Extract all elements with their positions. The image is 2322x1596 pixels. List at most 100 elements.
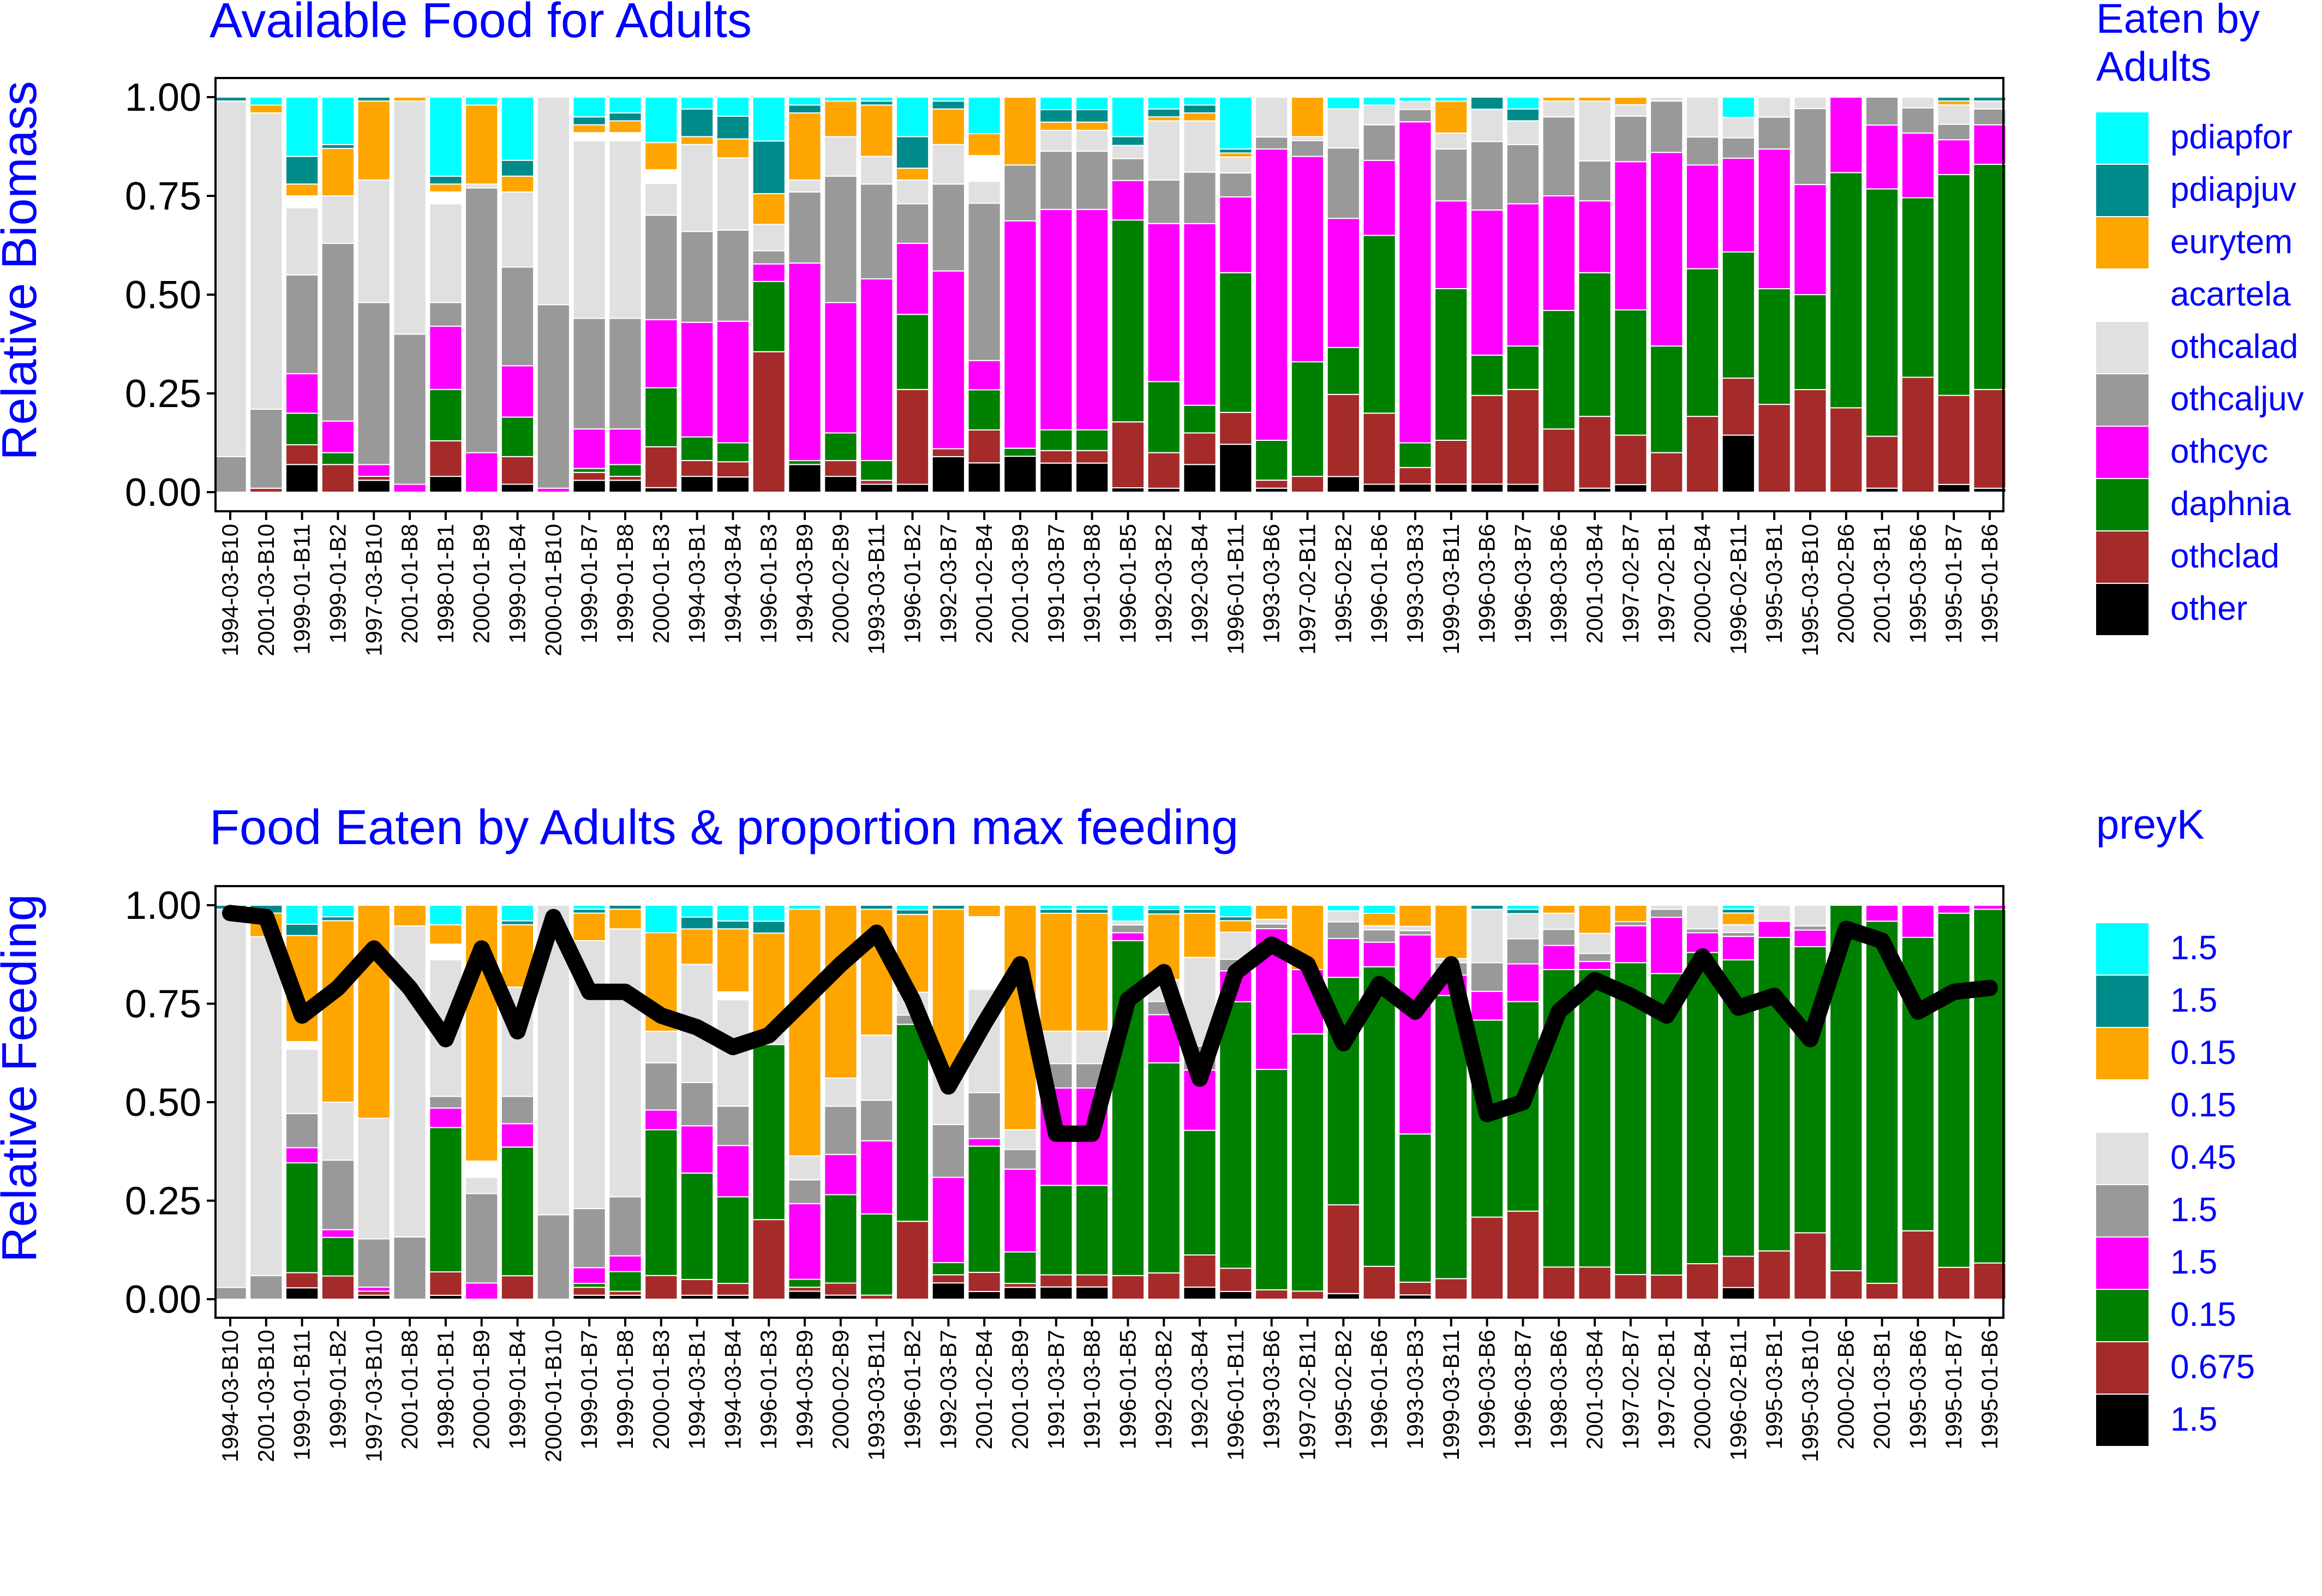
- bar-segment-1.5-1995-03-B10: [1793, 925, 1827, 931]
- bar-segment-1.5-1995-02-B2: [1326, 938, 1360, 978]
- legend-label: 0.45: [2170, 1139, 2236, 1176]
- bar-segment-1.5-1999-01-B11: [285, 923, 319, 936]
- bar-segment-othclad-1995-02-B2: [1326, 393, 1360, 477]
- bar-segment-othcalad-1995-02-B2: [1326, 108, 1360, 149]
- bar-segment-1.5-2000-01-B9: [465, 1282, 499, 1300]
- bar-segment-othcalad-2000-02-B4: [1685, 97, 1720, 138]
- bar-segment-othcaljuv-1999-03-B11: [1434, 148, 1468, 202]
- bar-segment-1.5-1999-01-B11: [285, 1147, 319, 1164]
- bar-segment-othcaljuv-2000-02-B9: [824, 175, 858, 303]
- bar-segment-1.5-1998-01-B1: [429, 1294, 463, 1300]
- bar-segment-othcalad-1992-03-B4: [1183, 120, 1217, 173]
- bar-segment-othcalad-1994-03-B10: [213, 100, 247, 457]
- legend-label: 0.15: [2170, 1034, 2236, 1072]
- bar-segment-daphnia-1996-01-B5: [1111, 219, 1145, 423]
- bar-segment-daphnia-2001-03-B1: [1865, 188, 1899, 437]
- bar-segment-0.15-1996-01-B6: [1362, 913, 1396, 926]
- bar-segment-othcyc-2000-02-B9: [824, 302, 858, 434]
- bar-segment-othcalad-1995-03-B1: [1757, 97, 1791, 118]
- bar-segment-othclad-1996-01-B6: [1362, 413, 1396, 485]
- x-tick-label: 1995-03-B10: [1797, 524, 1823, 656]
- bar-segment-othcalad-1994-03-B4: [716, 157, 750, 231]
- bar-segment-0.15-1996-02-B11: [1721, 912, 1755, 925]
- bar-segment-1.5-1991-03-B7: [1039, 905, 1073, 910]
- x-tick-label: 1995-03-B10: [1797, 1330, 1823, 1462]
- x-tick-label: 1992-03-B7: [935, 1330, 961, 1450]
- bar-segment-othcaljuv-1998-01-B1: [429, 302, 463, 327]
- bar-segment-daphnia-1993-03-B6: [1255, 439, 1289, 481]
- bar-segment-0.15-1993-03-B3: [1398, 905, 1432, 927]
- bar-segment-0.45-1999-01-B8: [608, 928, 642, 1198]
- bar-segment-othclad-1999-01-B4: [500, 456, 535, 485]
- bar-segment-1.5-1994-03-B1: [680, 1294, 714, 1300]
- bar-segment-0.15-1997-02-B7: [1614, 905, 1648, 923]
- y-axis-2: 0.00 0.25 0.50 0.75 1.00: [125, 884, 216, 1322]
- y-tick-label: 0.50: [125, 273, 201, 317]
- bar-segment-othcalad-2001-03-B4: [1578, 100, 1612, 162]
- x-tick-label: 2000-02-B6: [1833, 1330, 1859, 1450]
- bar-segment-othcyc-1999-01-B8: [608, 428, 642, 465]
- legend-label: othcaljuv: [2170, 380, 2304, 418]
- bar-segment-othcalad-2001-03-B10: [249, 112, 283, 410]
- x-tick-label: 1996-03-B6: [1474, 524, 1500, 644]
- bar-segment-0.675-1999-03-B11: [1434, 1278, 1468, 1300]
- bar-segment-other-1991-03-B7: [1039, 462, 1073, 493]
- bar-segment-eurytem-1996-01-B11: [1219, 152, 1253, 158]
- bar-segment-othclad-2001-03-B1: [1865, 435, 1899, 489]
- bar-segment-0.675-1995-02-B2: [1326, 1204, 1360, 1294]
- bar-segment-othclad-1992-03-B2: [1147, 452, 1181, 489]
- legend-key-eurytem: [2096, 217, 2149, 268]
- legend-key-0.15: [2096, 1290, 2149, 1341]
- x-tick-label: 1996-03-B7: [1510, 524, 1535, 644]
- bar-segment-acartela-1999-01-B11: [285, 195, 319, 208]
- legend-label: 1.5: [2170, 982, 2217, 1019]
- x-tick-label: 1996-01-B6: [1366, 1330, 1392, 1450]
- bar-segment-othcyc-1999-01-B7: [572, 428, 606, 469]
- bar-segment-1.5-1996-01-B2: [895, 905, 930, 911]
- bar-segment-pdiapfor-2000-02-B9: [824, 97, 858, 102]
- bar-segment-1.5-1997-02-B7: [1614, 925, 1648, 964]
- bar-segment-0.675-1993-03-B3: [1398, 1281, 1432, 1296]
- bar-segment-0.675-1999-01-B2: [321, 1275, 355, 1300]
- legend-key-pdiapjuv: [2096, 165, 2149, 216]
- bar-segment-other-1999-01-B8: [608, 480, 642, 493]
- x-tick-label: 1996-01-B2: [900, 1330, 925, 1450]
- bar-segment-1.5-1992-03-B2: [1147, 909, 1181, 914]
- bar-segment-othcyc-1994-03-B9: [788, 262, 822, 462]
- bar-segment-othcalad-2001-02-B4: [967, 181, 1001, 204]
- bar-segment-othcyc-2000-01-B9: [465, 452, 499, 493]
- bar-segment-1.5-1995-03-B1: [1757, 920, 1791, 938]
- bar-segment-other-1995-02-B2: [1326, 476, 1360, 493]
- bar-segment-othcyc-1992-03-B7: [931, 270, 965, 450]
- bar-segment-othcyc-2001-02-B4: [967, 360, 1001, 391]
- x-tick-label: 1992-03-B4: [1187, 1330, 1212, 1450]
- bar-segment-1.5-1999-01-B11: [285, 1287, 319, 1300]
- x-tick-label: 1993-03-B11: [864, 1330, 889, 1461]
- bar-segment-0.15-2000-01-B9: [465, 1160, 499, 1178]
- bar-segment-0.15-1991-03-B7: [1039, 912, 1073, 1032]
- bar-segment-eurytem-1999-03-B11: [1434, 100, 1468, 134]
- bar-segment-pdiapjuv-1997-03-B10: [357, 97, 391, 102]
- bar-segment-othclad-2001-03-B4: [1578, 416, 1612, 489]
- bar-segment-1.5-1993-03-B11: [860, 1140, 894, 1215]
- bar-segment-othcyc-1996-01-B5: [1111, 180, 1145, 221]
- x-tick-label: 1994-03-B1: [684, 1330, 710, 1450]
- bar-segment-othcyc-1999-03-B11: [1434, 200, 1468, 289]
- bar-segment-othcyc-1996-02-B11: [1721, 158, 1755, 253]
- bar-segment-othcaljuv-1996-03-B6: [1470, 141, 1504, 211]
- y-tick-label: 0.00: [125, 1278, 201, 1322]
- bar-segment-othcaljuv-2000-02-B4: [1685, 136, 1720, 166]
- y-tick-label: 0.50: [125, 1081, 201, 1125]
- y-tick-label: 0.00: [125, 471, 201, 515]
- bar-segment-acartela-1999-01-B7: [572, 132, 606, 141]
- bar-segment-1.5-1997-03-B10: [357, 1286, 391, 1292]
- bar-segment-1.5-1999-01-B2: [321, 1229, 355, 1238]
- x-tick-label: 1993-03-B6: [1259, 1330, 1284, 1450]
- bar-segment-eurytem-1999-01-B11: [285, 183, 319, 196]
- bar-segment-eurytem-1997-02-B11: [1290, 97, 1325, 138]
- x-tick-label: 1995-02-B2: [1330, 524, 1356, 644]
- legend-label: 1.5: [2170, 1401, 2217, 1438]
- bar-segment-0.15-2001-02-B4: [967, 916, 1001, 990]
- x-tick-label: 1997-02-B11: [1295, 524, 1320, 655]
- bar-segment-0.45-2000-01-B9: [465, 1176, 499, 1194]
